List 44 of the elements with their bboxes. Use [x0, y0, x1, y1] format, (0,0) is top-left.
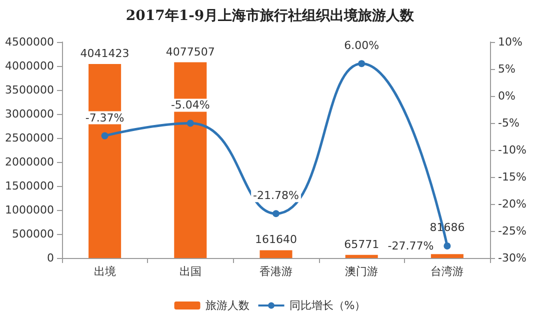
x-tick-label: 出国: [179, 265, 202, 278]
y2-tick-label: 10%: [498, 36, 522, 48]
y2-tick-label: -30%: [498, 252, 526, 264]
data-label: 4077507: [166, 45, 215, 58]
data-label: 6.00%: [344, 39, 380, 52]
y-tick-label: 1500000: [5, 180, 54, 192]
bar: [345, 254, 378, 258]
y-tick-label: 2500000: [5, 132, 54, 144]
point: [358, 60, 366, 68]
data-label: 4041423: [80, 47, 130, 60]
data-label: -7.37%: [85, 111, 124, 124]
y-tick-label: 4000000: [5, 60, 54, 72]
x-tick-label: 香港游: [260, 265, 292, 278]
data-label: -27.77%: [388, 239, 434, 252]
point: [444, 242, 451, 250]
data-label: -21.78%: [253, 189, 299, 202]
point: [272, 210, 280, 218]
y-tick-label: 3000000: [5, 108, 54, 120]
data-label: -5.04%: [170, 98, 210, 112]
x-tick-label: 出境: [94, 265, 116, 278]
y2-tick-label: -25%: [498, 224, 526, 238]
x-tick-label: 澳门游: [345, 265, 378, 278]
y2-tick-label: 0%: [498, 90, 516, 102]
y2-tick-label: -10%: [498, 144, 526, 156]
y2-tick-label: -20%: [498, 198, 526, 210]
y-tick-label: 500000: [12, 228, 54, 240]
data-label: 161640: [255, 233, 297, 246]
legend-label: 同比增长（%）: [289, 299, 366, 312]
y-tick-label: 2000000: [5, 156, 54, 168]
y2-tick-label: -5%: [498, 116, 520, 130]
legend-label: 旅游人数: [205, 299, 250, 312]
y-tick-label: 3500000: [5, 84, 54, 96]
point: [101, 132, 108, 140]
data-label: 65771: [344, 238, 380, 251]
point: [186, 120, 194, 127]
y-tick-label: 1000000: [5, 204, 54, 216]
x-tick-label: 台湾游: [430, 265, 464, 278]
chart-title: 2017年1-9月上海市旅行社组织出境旅游人数: [126, 7, 416, 24]
bar: [260, 250, 292, 258]
y-tick-label: 0: [47, 252, 54, 264]
y2-tick-label: -15%: [498, 170, 526, 184]
y-tick-label: 4500000: [5, 36, 54, 48]
bar: [430, 254, 464, 258]
y2-tick-label: 5%: [498, 62, 516, 76]
